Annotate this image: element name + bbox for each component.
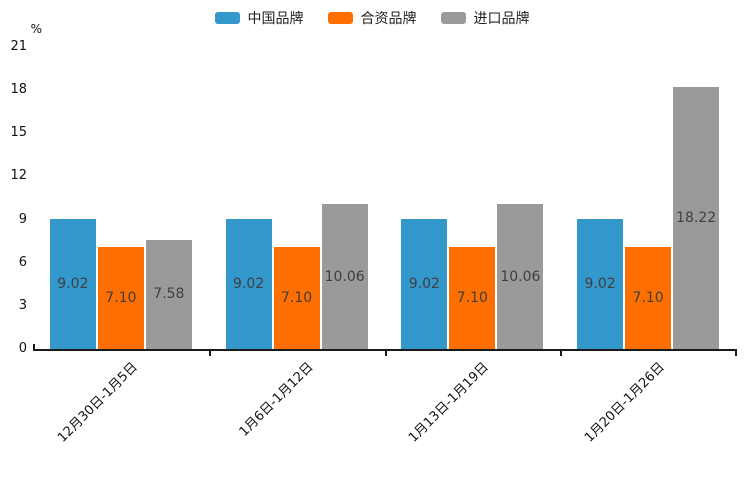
x-axis-category-label: 1月6日-1月12日 [236,359,317,440]
bar-进口品牌-group-2 [321,204,368,349]
bar-value-label: 9.02 [233,276,265,293]
bar-value-label: 10.06 [324,268,365,285]
y-axis-tick-label: 21 [10,39,27,54]
bar-中国品牌-group-3 [401,219,448,349]
bar-value-label: 7.58 [153,286,185,303]
bar-进口品牌-group-3 [497,204,544,349]
bar-value-label: 10.06 [500,268,541,285]
legend-label: 中国品牌 [247,11,304,27]
bar-value-label: 9.02 [408,276,440,293]
legend-swatch-icon [214,12,240,24]
bar-合资品牌-group-4 [625,246,672,349]
bar-进口品牌-group-4 [673,86,720,349]
bar-value-label: 7.10 [456,289,488,306]
bar-value-label: 9.02 [57,276,89,293]
y-axis-tick-label: 6 [18,254,27,270]
x-axis-tick-mark [735,351,737,356]
x-axis-tick-mark [33,344,35,349]
bar-中国品牌-group-4 [577,219,624,349]
bar-进口品牌-group-1 [145,239,192,349]
y-axis-tick-label: 12 [10,168,27,184]
y-axis-unit-label: % [30,22,42,36]
y-axis-tick-label: 3 [18,297,27,313]
bar-合资品牌-group-1 [97,246,144,349]
legend-label: 进口品牌 [473,11,530,27]
legend-label: 合资品牌 [360,11,417,27]
y-axis-tick-label: 18 [10,82,27,98]
bar-value-label: 7.10 [281,289,313,306]
x-axis-tick-mark [384,351,387,356]
bar-合资品牌-group-2 [273,246,320,349]
x-axis-tick-mark [560,351,563,356]
x-axis-category-label: 1月20日-1月26日 [581,359,668,446]
bar-value-label: 7.10 [105,289,137,306]
y-axis-tick-label: 15 [10,125,27,141]
x-axis-category-label: 12月30日-1月5日 [54,359,141,446]
legend-swatch-icon [327,12,353,24]
bar-中国品牌-group-2 [225,219,272,349]
legend: 中国品牌 合资品牌 进口品牌 [0,8,744,28]
bar-value-label: 18.22 [676,209,717,226]
legend-item-series-3[interactable]: 进口品牌 [440,8,530,28]
x-axis-line [33,349,737,351]
x-axis-tick-mark [208,351,211,356]
bar-value-label: 7.10 [632,289,664,306]
bar-中国品牌-group-1 [49,219,96,349]
y-axis-tick-label: 0 [18,341,27,356]
legend-item-series-2[interactable]: 合资品牌 [327,8,417,28]
legend-swatch-icon [440,12,466,24]
legend-item-series-1[interactable]: 中国品牌 [214,8,304,28]
y-axis-tick-label: 9 [18,211,27,227]
bar-value-label: 9.02 [584,276,616,293]
x-axis-category-label: 1月13日-1月19日 [406,359,492,446]
bar-合资品牌-group-3 [449,246,496,349]
